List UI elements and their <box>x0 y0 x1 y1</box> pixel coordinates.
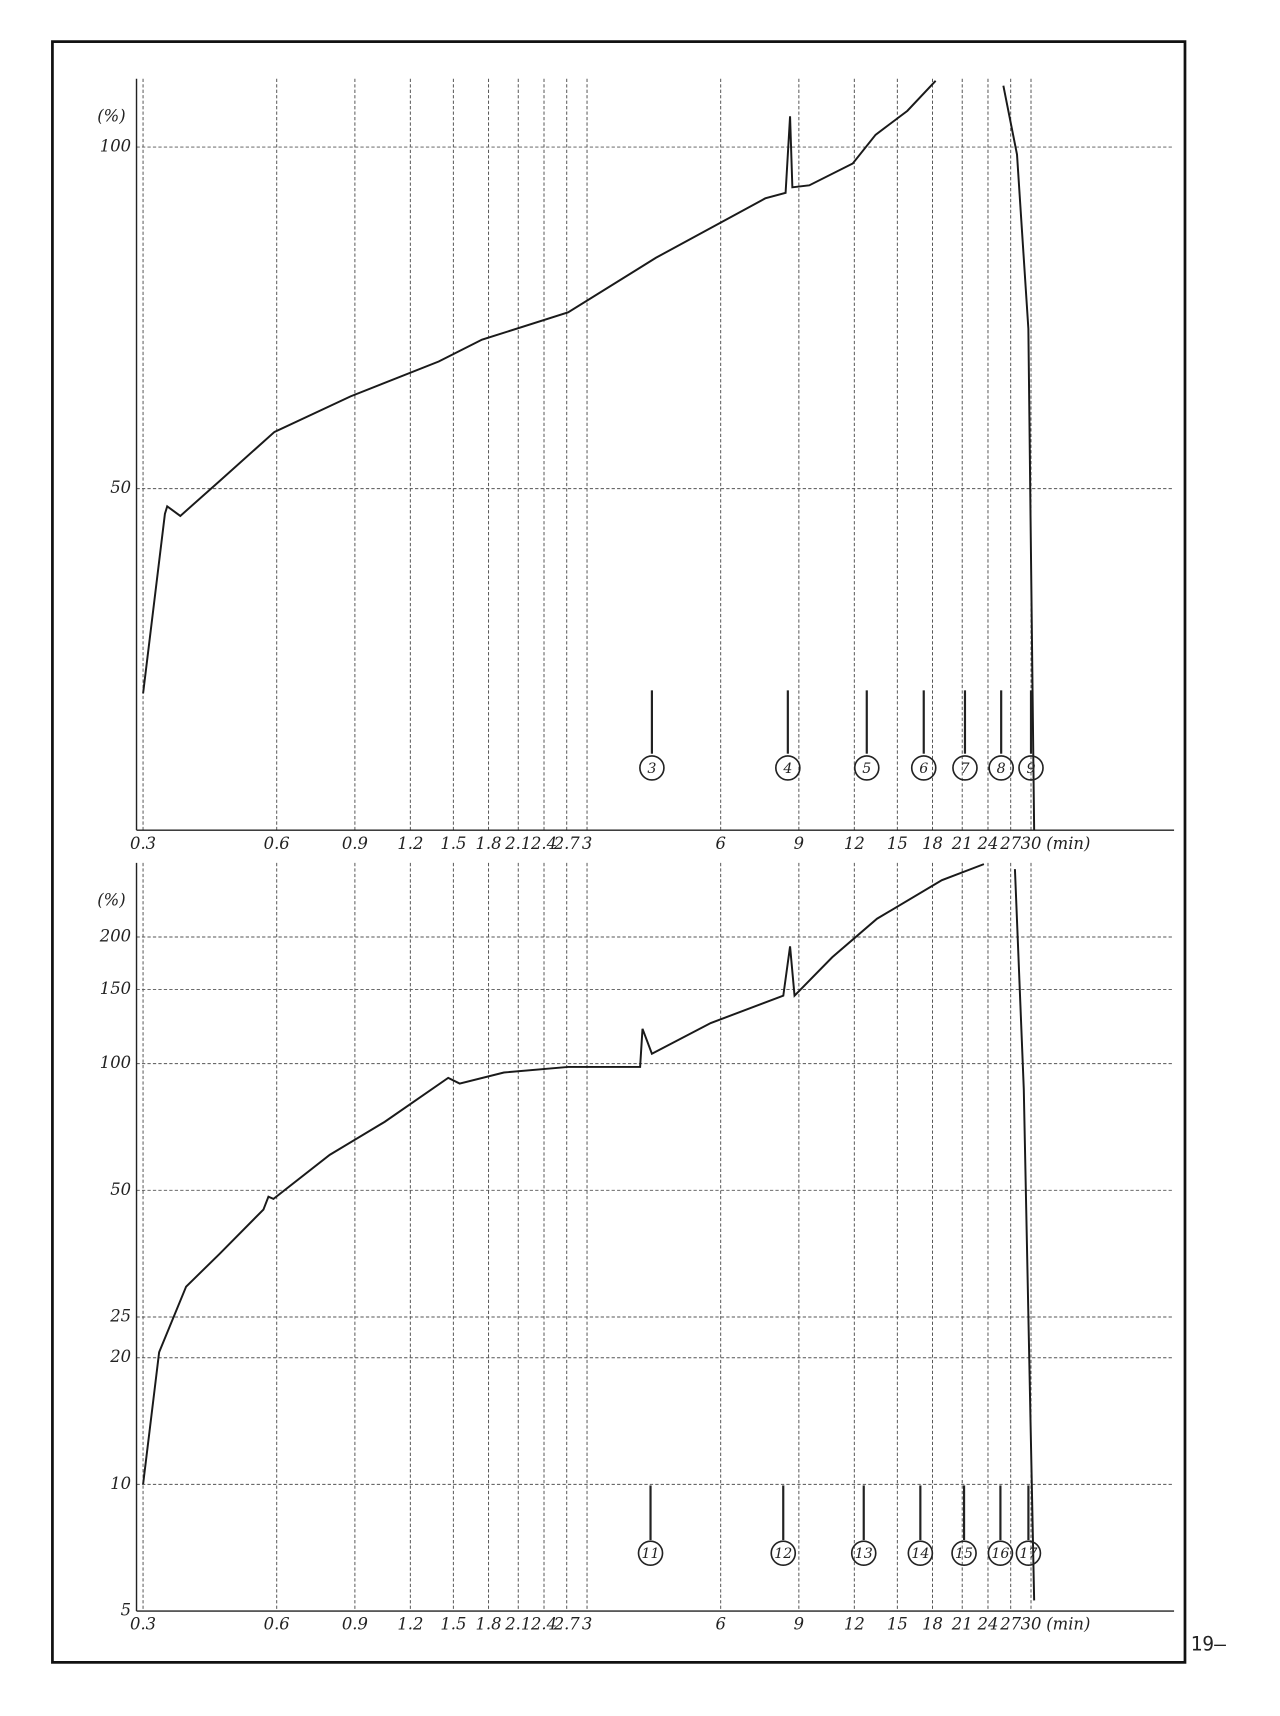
x-tick-label: 21 <box>951 834 973 853</box>
y-tick-label: 25 <box>109 1306 131 1325</box>
y-tick-label: 50 <box>110 1180 131 1199</box>
x-tick-label: 2.1 <box>504 1615 531 1634</box>
x-tick-label: 0.6 <box>264 1615 290 1634</box>
x-tick-label: 0.6 <box>264 834 290 853</box>
y-tick-label: 150 <box>100 979 131 998</box>
x-axis-label: (min) <box>1046 1615 1090 1634</box>
x-tick-label: 0.9 <box>342 834 368 853</box>
x-tick-label: 12 <box>844 834 865 853</box>
x-tick-label: 0.3 <box>130 834 156 853</box>
x-tick-label: 18 <box>922 1615 943 1634</box>
x-tick-label: 30 <box>1021 834 1042 853</box>
marker-circle <box>907 1540 934 1566</box>
marker-label: 16 <box>991 1546 1009 1562</box>
x-tick-label: 21 <box>951 1615 973 1634</box>
page-number: 19— <box>1190 1632 1226 1655</box>
marker-circle <box>637 1540 664 1566</box>
x-tick-label: 2.7 <box>553 834 581 853</box>
x-tick-label: 6 <box>715 834 725 853</box>
x-axis-label: (min) <box>1046 834 1090 853</box>
marker-label: 13 <box>855 1546 873 1562</box>
x-tick-label: 12 <box>844 1615 865 1634</box>
marker-label: 11 <box>641 1546 659 1562</box>
x-tick-label: 9 <box>794 1615 804 1634</box>
marker-circle <box>853 755 880 781</box>
marker-label: 14 <box>911 1546 929 1562</box>
marker-label: 15 <box>955 1546 973 1562</box>
marker-circle <box>952 755 978 781</box>
y-tick-label: 10 <box>110 1474 131 1493</box>
marker-circle <box>1015 1540 1042 1566</box>
x-tick-label: 1.2 <box>397 1615 423 1634</box>
x-tick-label: 1.5 <box>440 834 466 853</box>
marker-label: 8 <box>997 761 1006 777</box>
marker-circle <box>770 1540 797 1566</box>
marker-circle <box>951 1540 977 1566</box>
frame <box>51 40 1187 1664</box>
x-tick-label: 24 <box>977 834 999 853</box>
y-tick-label: 200 <box>99 927 131 946</box>
x-tick-label: 1.5 <box>440 1615 466 1634</box>
marker-label: 12 <box>774 1546 792 1562</box>
y-tick-label: 100 <box>100 137 131 156</box>
marker-label: 6 <box>919 761 928 777</box>
x-tick-label: 6 <box>715 1615 725 1634</box>
marker-label: 4 <box>782 761 792 777</box>
x-tick-label: 2.4 <box>530 834 557 853</box>
x-tick-label: 27 <box>999 1615 1021 1634</box>
marker-circle <box>988 755 1015 781</box>
marker-circle <box>850 1540 877 1566</box>
marker-circle <box>910 755 937 781</box>
x-tick-label: 2.7 <box>553 1615 581 1634</box>
y-tick-label: 100 <box>100 1053 131 1072</box>
marker-label: 3 <box>647 761 656 777</box>
x-tick-label: 3 <box>582 1615 592 1634</box>
y-axis-label: (%) <box>97 891 125 910</box>
marker-label: 7 <box>960 761 969 777</box>
x-tick-label: 1.8 <box>476 834 502 853</box>
y-axis-label: (%) <box>97 106 125 125</box>
marker-circle <box>987 1540 1014 1566</box>
marker-label: 9 <box>1026 761 1035 777</box>
x-tick-label: 1.2 <box>397 834 423 853</box>
marker-label: 5 <box>862 761 871 777</box>
data-line <box>142 863 1036 1601</box>
y-tick-label: 5 <box>121 1601 131 1620</box>
x-tick-label: 9 <box>794 834 804 853</box>
x-tick-label: 3 <box>582 834 592 853</box>
x-tick-label: 15 <box>887 834 908 853</box>
marker-label: 17 <box>1019 1546 1037 1562</box>
x-tick-label: 27 <box>999 834 1021 853</box>
x-tick-label: 2.1 <box>504 834 531 853</box>
y-tick-label: 50 <box>110 478 131 497</box>
x-tick-label: 18 <box>922 834 943 853</box>
y-tick-label: 20 <box>109 1347 131 1366</box>
x-tick-label: 15 <box>887 1615 908 1634</box>
x-tick-label: 1.8 <box>476 1615 502 1634</box>
x-tick-label: 2.4 <box>530 1615 557 1634</box>
x-tick-label: 30 <box>1021 1615 1042 1634</box>
marker-circle <box>775 755 801 781</box>
x-tick-label: 0.3 <box>130 1615 156 1634</box>
marker-circle <box>639 755 665 781</box>
data-line <box>142 80 1036 831</box>
x-tick-label: 0.9 <box>342 1615 368 1634</box>
marker-circle <box>1018 755 1044 781</box>
x-tick-label: 24 <box>977 1615 999 1634</box>
